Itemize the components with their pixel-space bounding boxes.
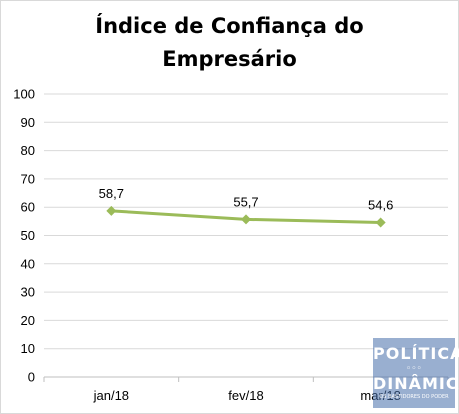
data-label: 55,7 — [233, 194, 258, 209]
y-tick-label: 0 — [28, 370, 35, 385]
y-tick-label: 100 — [13, 87, 35, 102]
watermark-logo: POLÍTICA ◦◦◦ DINÂMICA OS BASTIDORES DO P… — [373, 338, 459, 408]
chart-title: Índice de Confiança do Empresário — [0, 10, 459, 76]
data-label: 58,7 — [99, 186, 124, 201]
y-tick-label: 40 — [21, 256, 35, 271]
data-label: 54,6 — [368, 197, 393, 212]
y-tick-label: 70 — [21, 171, 35, 186]
y-tick-label: 80 — [21, 143, 35, 158]
y-tick-label: 10 — [21, 341, 35, 356]
y-tick-label: 30 — [21, 285, 35, 300]
y-tick-label: 60 — [21, 200, 35, 215]
watermark-line-2: DINÂMICA — [373, 374, 459, 393]
data-point — [241, 214, 251, 225]
watermark-tagline: OS BASTIDORES DO PODER — [379, 394, 449, 400]
y-tick-label: 90 — [21, 115, 35, 130]
watermark-line-1: POLÍTICA — [373, 344, 459, 363]
y-tick-label: 20 — [21, 313, 35, 328]
chart-title-line-2: Empresário — [162, 47, 297, 71]
watermark-ornament-icon: ◦◦◦ — [406, 364, 422, 374]
x-tick-label: jan/18 — [93, 388, 129, 403]
data-point — [106, 205, 117, 216]
chart-title-line-1: Índice de Confiança do — [95, 14, 364, 38]
data-point — [375, 217, 386, 228]
x-tick-label: fev/18 — [228, 388, 263, 403]
y-tick-label: 50 — [21, 228, 35, 243]
